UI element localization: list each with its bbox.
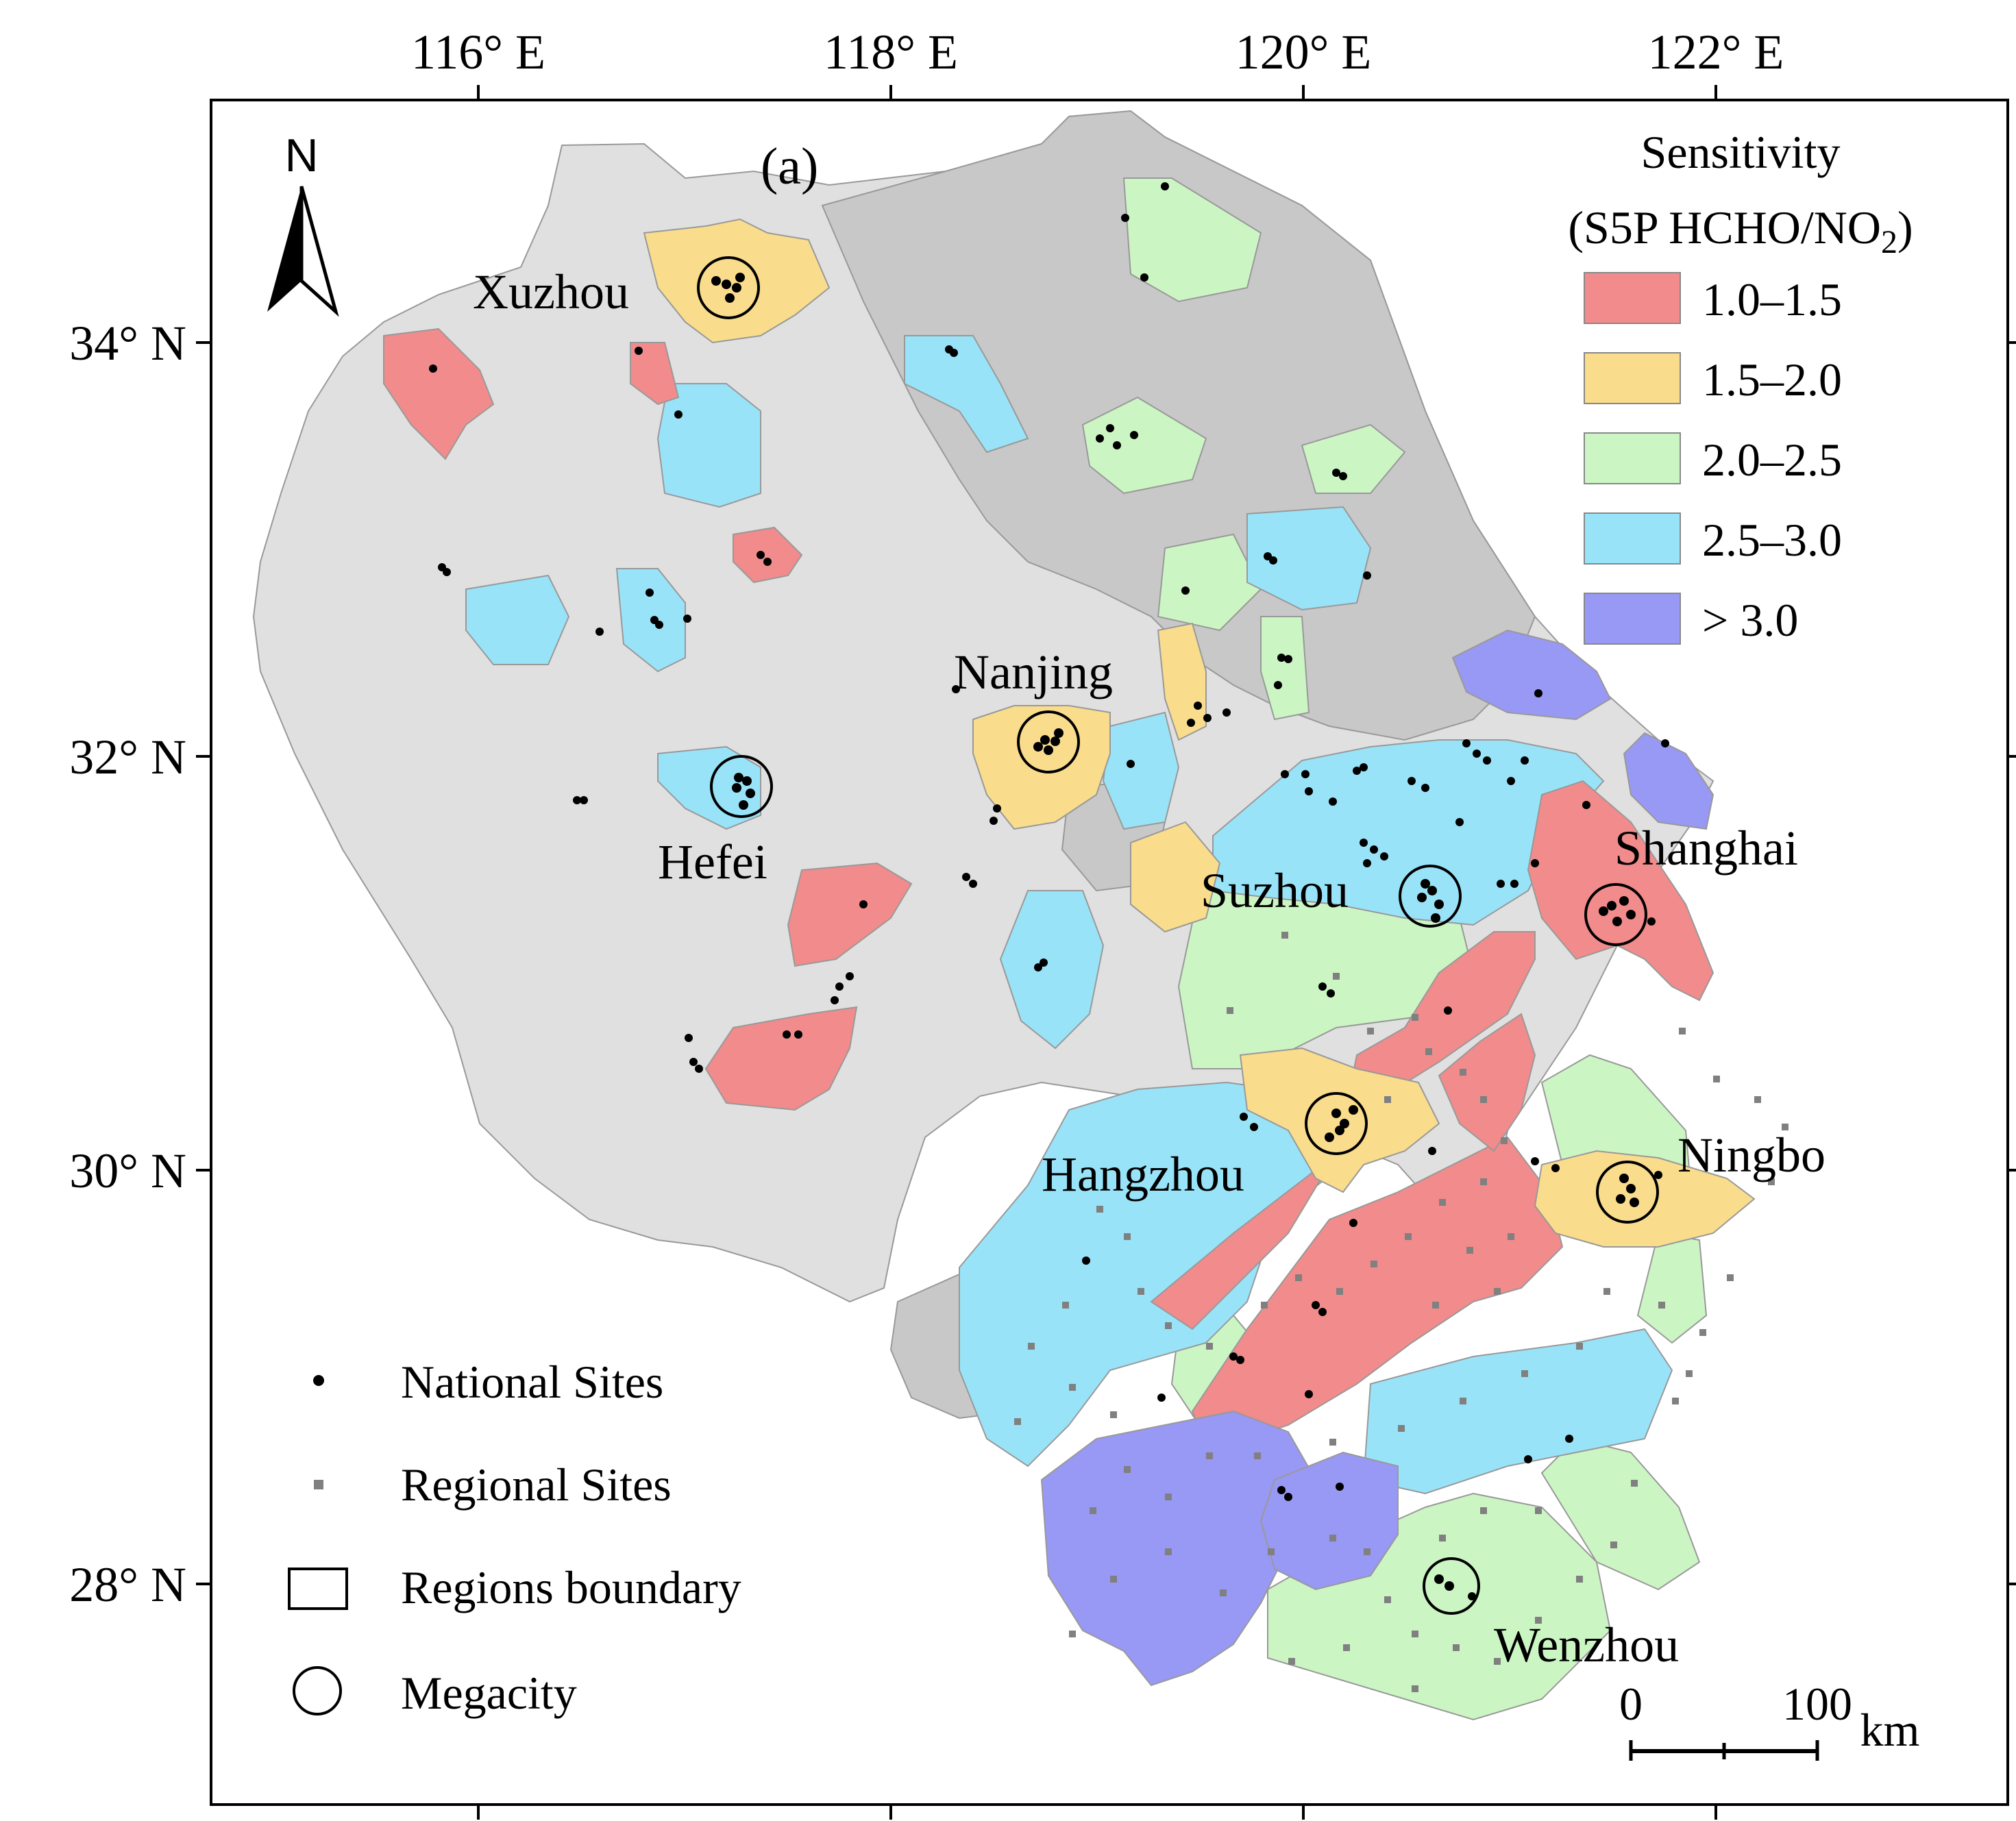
scale-bar-unit: km	[1860, 1704, 1920, 1756]
sensitivity-legend: Sensitivity (S5P HCHO/NO2) 1.0–1.5 1.5–2…	[1568, 126, 1913, 646]
legend-label-2: 1.5–2.0	[1702, 354, 1842, 406]
lon-label-116: 116° E	[411, 25, 545, 79]
region-yellow-zhenjiang	[1157, 622, 1207, 741]
city-label-nanjing: Nanjing	[954, 645, 1113, 699]
region-blue-mid	[1246, 506, 1372, 611]
region-green-mid2	[1260, 616, 1310, 721]
lon-label-120: 120° E	[1236, 25, 1372, 79]
scale-bar-hundred: 100	[1782, 1678, 1852, 1730]
legend-label-4: 2.5–3.0	[1702, 514, 1842, 566]
region-red-anhui3	[704, 1006, 858, 1111]
national-sites	[429, 182, 1669, 1600]
city-label-shanghai: Shanghai	[1614, 821, 1798, 876]
legend-national-dot-icon	[313, 1375, 324, 1386]
scale-bar-zero: 0	[1619, 1678, 1643, 1730]
legend-swatch-3	[1584, 432, 1681, 484]
symbol-legend: National Sites Regional Sites Regions bo…	[288, 1356, 741, 1719]
lon-label-118: 118° E	[824, 25, 958, 79]
megacity-circle-hefei	[710, 755, 773, 818]
legend-regional-square-icon	[314, 1480, 323, 1489]
region-yellow-ningbo	[1534, 1150, 1756, 1248]
panel-label: (a)	[761, 138, 818, 195]
region-blue-southcoast	[1362, 1328, 1673, 1495]
legend-label-5: > 3.0	[1702, 594, 1798, 646]
region-class-2.5-3	[465, 335, 1673, 1495]
region-red-anhui1	[733, 526, 803, 584]
megacity-circle-ningbo	[1596, 1161, 1659, 1224]
north-label: N	[284, 129, 318, 182]
region-blue-west1	[465, 574, 570, 665]
region-green-north1	[1122, 177, 1262, 303]
legend-title-line1: Sensitivity	[1641, 126, 1841, 178]
legend-label-3: 2.0–2.5	[1702, 434, 1842, 486]
region-blue-north2	[904, 335, 1029, 454]
region-blue-nanjing-east	[1102, 711, 1180, 830]
legend-megacity-circle-icon	[293, 1666, 342, 1715]
region-class-gt-3	[1040, 629, 1714, 1687]
legend-boundary-square-icon	[288, 1568, 348, 1610]
region-purple-coast1	[1451, 629, 1612, 721]
legend-swatch-4	[1584, 512, 1681, 565]
region-yellow-xuzhou	[643, 218, 831, 344]
megacity-circle-xuzhou	[697, 256, 760, 319]
legend-national-label: National Sites	[401, 1356, 663, 1408]
city-label-suzhou: Suzhou	[1201, 863, 1349, 918]
region-green-mid1	[1157, 533, 1262, 632]
lat-label-28: 28° N	[69, 1557, 186, 1612]
city-label-hangzhou: Hangzhou	[1042, 1147, 1244, 1202]
region-yellow-nanjing	[972, 705, 1111, 830]
lat-label-32: 32° N	[69, 730, 186, 784]
megacity-circle-nanjing	[1017, 710, 1080, 773]
legend-swatch-5	[1584, 593, 1681, 645]
region-red-northwest	[383, 327, 495, 460]
legend-boundary-label: Regions boundary	[401, 1561, 741, 1613]
legend-swatch-1	[1584, 272, 1681, 324]
legend-megacity-label: Megacity	[401, 1667, 577, 1719]
city-label-hefei: Hefei	[658, 834, 767, 889]
legend-label-1: 1.0–1.5	[1702, 273, 1842, 325]
lat-label-34: 34° N	[69, 316, 186, 371]
legend-swatch-2	[1584, 352, 1681, 404]
region-blue-hefei	[657, 745, 761, 830]
region-class-1.5-2	[643, 218, 1756, 1248]
axis-ticks	[196, 85, 2016, 1820]
region-green-north3	[1301, 423, 1406, 494]
region-yellow-hangzhou	[1239, 1047, 1440, 1193]
megacity-circle-suzhou	[1399, 865, 1462, 928]
city-label-xuzhou: Xuzhou	[473, 264, 629, 319]
region-red-zhejiang3	[1438, 1013, 1536, 1152]
scale-bar: 0 100 km	[1619, 1678, 1919, 1761]
north-arrow-icon: N	[267, 129, 339, 317]
region-red-shanghai	[1527, 780, 1714, 1002]
city-label-ningbo: Ningbo	[1677, 1128, 1826, 1182]
region-purple-south	[1040, 1410, 1317, 1687]
city-label-wenzhou: Wenzhou	[1494, 1618, 1679, 1672]
megacity-circle-shanghai	[1584, 883, 1647, 946]
legend-title-line2: (S5P HCHO/NO2)	[1568, 201, 1913, 260]
region-yellow-changzhou	[1130, 821, 1221, 933]
legend-regional-label: Regional Sites	[401, 1459, 672, 1511]
lon-label-122: 122° E	[1648, 25, 1784, 79]
region-blue-north1	[656, 383, 761, 508]
megacity-circle-hangzhou	[1305, 1092, 1368, 1155]
regional-sites	[1014, 932, 1788, 1692]
region-green-north2	[1081, 396, 1207, 495]
region-red-anhui2	[787, 862, 913, 967]
region-blue-southwest	[999, 890, 1105, 1050]
megacity-circles	[697, 256, 1659, 1615]
lat-label-30: 30° N	[69, 1143, 186, 1198]
megacity-circle-wenzhou	[1423, 1557, 1480, 1615]
region-purple-coast2	[1623, 732, 1714, 830]
region-red-xuzhou-south	[630, 342, 680, 406]
